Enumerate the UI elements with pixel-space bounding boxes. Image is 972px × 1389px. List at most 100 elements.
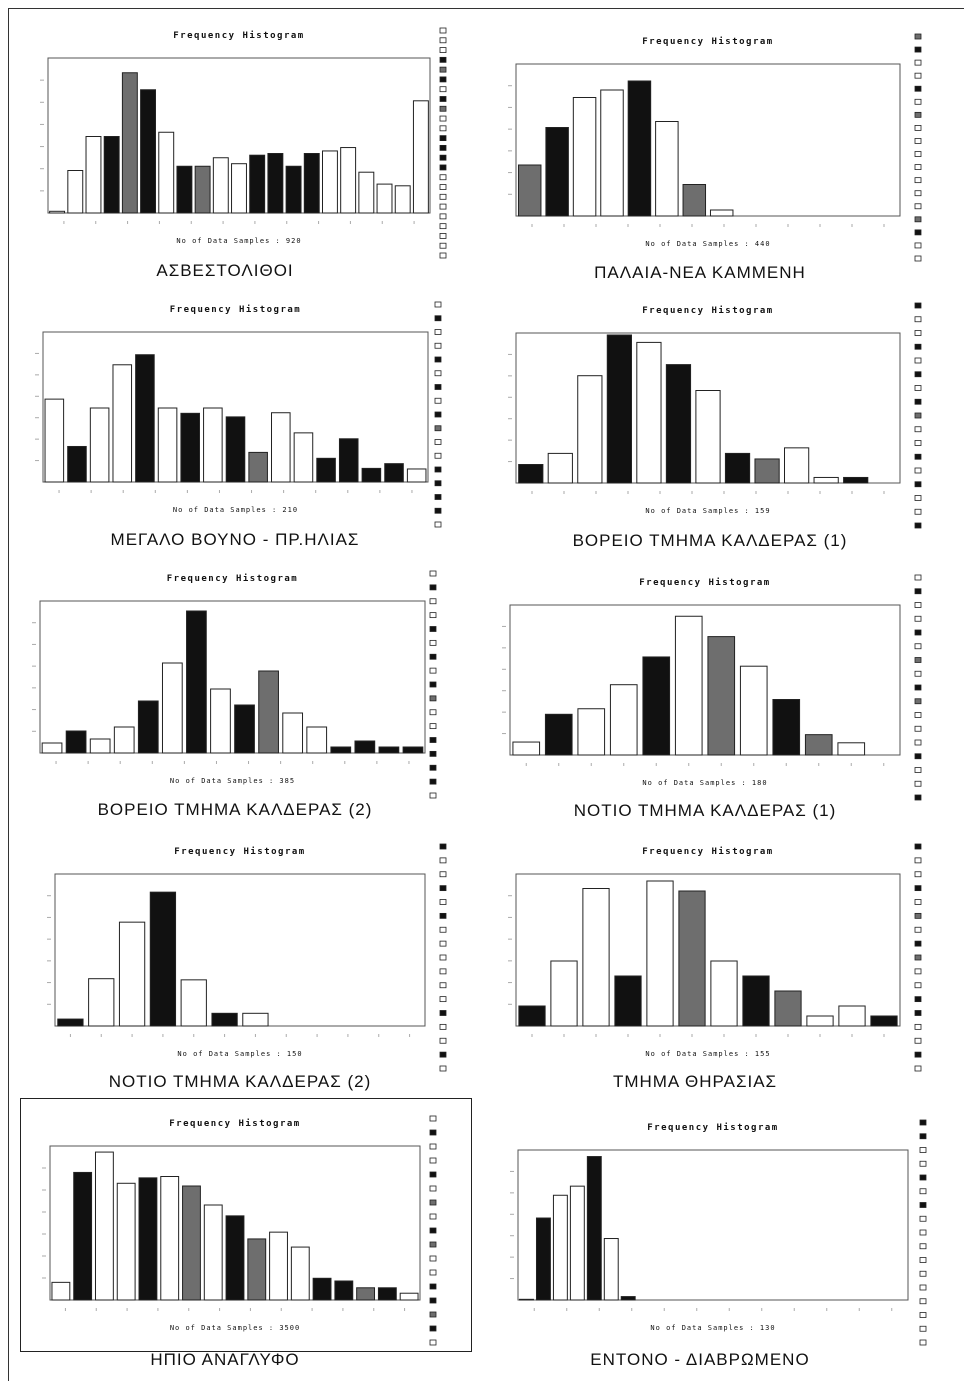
histogram-bar	[51, 1281, 71, 1301]
legend-swatch	[439, 885, 447, 892]
panel-thirasia: Frequency Histogram No of Data Samples : …	[500, 836, 930, 1098]
chart-title: Frequency Histogram	[169, 1118, 300, 1129]
histogram-bar	[303, 153, 320, 214]
histogram-bar	[271, 412, 291, 483]
chart-svg: Frequency Histogram No of Data Samples : …	[47, 843, 447, 1072]
chart-svg: Frequency Histogram No of Data Samples : …	[508, 843, 922, 1072]
chart-title: Frequency Histogram	[174, 846, 305, 857]
histogram-bar	[121, 72, 138, 214]
histogram-bar	[203, 407, 223, 483]
histogram-bar	[784, 447, 810, 484]
chart-svg: Frequency Histogram No of Data Samples : …	[508, 302, 922, 529]
chart-title: Frequency Histogram	[642, 305, 773, 316]
histogram-bar	[837, 742, 866, 756]
legend-swatch	[914, 59, 922, 66]
legend-swatch	[429, 764, 437, 771]
chart-svg: Frequency Histogram No of Data Samples : …	[42, 1115, 437, 1346]
chart-svg: Frequency Histogram No of Data Samples : …	[502, 574, 922, 801]
legend-swatch	[439, 1037, 447, 1044]
legend-swatch	[914, 316, 922, 323]
legend-swatch	[919, 1147, 927, 1153]
histogram-bar	[519, 1298, 534, 1301]
histogram-bar	[627, 80, 652, 217]
legend-swatch	[429, 598, 437, 605]
legend-swatch	[919, 1312, 927, 1318]
histogram-bar	[306, 726, 328, 754]
chart-svg: Frequency Histogram No of Data Samples : …	[508, 33, 922, 262]
histogram-bar	[293, 432, 314, 483]
histogram-bar	[41, 742, 63, 754]
legend-swatch	[429, 639, 437, 646]
legend-swatch	[914, 398, 922, 405]
panel-voreio-kalderas-1: Frequency Histogram No of Data Samples : …	[500, 295, 930, 557]
x-axis-label: No of Data Samples : 159	[645, 507, 770, 515]
legend-swatch	[914, 440, 922, 446]
chart-title: Frequency Histogram	[170, 304, 301, 315]
legend-swatch	[439, 76, 447, 83]
x-axis-label: No of Data Samples : 920	[176, 237, 301, 245]
legend-swatch	[914, 190, 922, 197]
legend-swatch	[429, 1241, 437, 1248]
histogram-bar	[577, 708, 606, 756]
legend-swatch	[914, 111, 922, 118]
legend-swatch	[919, 1202, 927, 1208]
chart-caption: ΒΟΡΕΙΟ ΤΜΗΜΑ ΚΑΛΔΕΡΑΣ (1)	[572, 531, 848, 550]
page-frame	[8, 8, 964, 1381]
legend-swatch	[439, 1051, 447, 1058]
legend-swatch	[429, 709, 437, 716]
histogram-bar	[186, 610, 207, 754]
legend-swatch	[914, 794, 922, 801]
legend-swatch	[914, 255, 922, 262]
legend-swatch	[429, 1157, 437, 1164]
histogram-bar	[354, 740, 376, 754]
histogram-bar	[870, 1015, 898, 1027]
histogram-bar	[89, 407, 110, 483]
legend-swatch	[439, 926, 447, 933]
histogram-bar	[535, 1217, 551, 1301]
highlight-box	[20, 1098, 472, 1352]
legend-swatch	[434, 452, 442, 459]
legend-swatch	[434, 439, 442, 445]
legend-swatch	[439, 193, 447, 200]
histogram-bar	[85, 136, 102, 214]
plot-frame	[509, 604, 901, 756]
histogram-bar	[269, 1231, 288, 1301]
legend-swatch	[439, 86, 447, 93]
legend-swatch	[919, 1160, 927, 1167]
legend-swatch	[914, 302, 922, 309]
histogram-bar	[330, 746, 352, 754]
histogram-bar	[412, 100, 429, 214]
legend-swatch	[914, 871, 922, 878]
histogram-bar	[176, 165, 193, 214]
histogram-bar	[57, 1018, 84, 1027]
legend-swatch	[914, 843, 922, 850]
legend-swatch	[914, 522, 922, 529]
legend-swatch	[914, 467, 922, 474]
legend-swatch	[439, 135, 447, 142]
legend-swatch	[914, 216, 922, 223]
legend-swatch	[439, 968, 447, 975]
legend-swatch	[439, 252, 447, 259]
histogram-bar	[49, 210, 66, 214]
legend-swatch	[439, 982, 447, 989]
panel-notio-kalderas-2: Frequency Histogram No of Data Samples : …	[35, 836, 465, 1098]
legend-swatch	[434, 494, 442, 500]
histogram-bar	[140, 89, 157, 214]
legend-swatch	[439, 871, 447, 878]
histogram-bar	[772, 699, 801, 756]
chart-title: Frequency Histogram	[642, 846, 773, 857]
legend-swatch	[429, 1199, 437, 1206]
chart-title: Frequency Histogram	[173, 30, 304, 41]
histogram-bar	[636, 341, 662, 484]
legend-swatch	[919, 1339, 927, 1346]
legend-swatch	[914, 940, 922, 947]
legend-swatch	[914, 1010, 922, 1016]
legend-swatch	[439, 154, 447, 161]
histogram-bar	[212, 157, 229, 214]
legend-swatch	[914, 1051, 922, 1058]
chart-caption: ΤΜΗΜΑ ΘΗΡΑΣΙΑΣ	[612, 1072, 778, 1091]
chart-caption: ΝΟΤΙΟ ΤΜΗΜΑ ΚΑΛΔΕΡΑΣ (1)	[573, 801, 837, 820]
histogram-bar	[231, 163, 247, 214]
legend-swatch	[914, 426, 922, 433]
histogram-bar	[334, 1280, 354, 1301]
